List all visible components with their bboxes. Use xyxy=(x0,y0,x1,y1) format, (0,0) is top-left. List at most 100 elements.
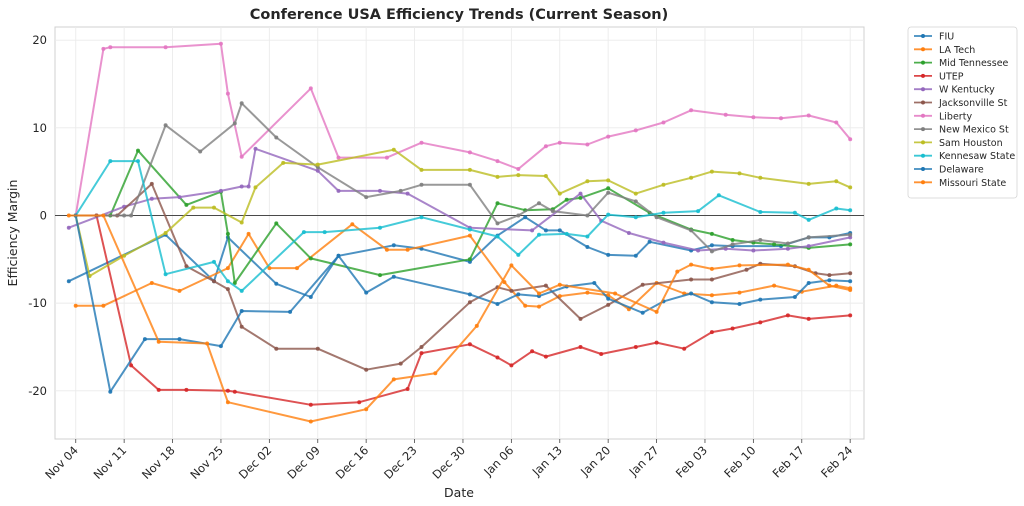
data-point xyxy=(163,123,168,128)
data-point xyxy=(308,86,313,91)
data-point xyxy=(225,91,230,96)
data-point xyxy=(378,273,382,278)
data-point xyxy=(467,233,472,238)
series-kennesaw-state xyxy=(73,159,853,293)
data-point xyxy=(495,355,500,360)
plot-area xyxy=(54,26,865,440)
data-point xyxy=(578,195,583,200)
data-point xyxy=(218,344,223,349)
data-point xyxy=(301,230,306,235)
data-point xyxy=(405,247,410,252)
data-point xyxy=(364,290,369,295)
data-point xyxy=(675,269,680,274)
data-point xyxy=(785,262,790,267)
data-point xyxy=(516,167,521,171)
data-point xyxy=(543,144,548,149)
data-point xyxy=(848,288,853,292)
data-point xyxy=(364,195,369,200)
series-utep xyxy=(73,213,853,407)
y-tick-label: -20 xyxy=(28,384,47,398)
data-point xyxy=(391,377,396,382)
data-point xyxy=(467,300,472,305)
data-point xyxy=(253,185,258,190)
data-point xyxy=(585,245,590,249)
data-point xyxy=(806,235,811,240)
data-point xyxy=(274,221,279,226)
data-point xyxy=(633,191,638,196)
legend-marker xyxy=(921,47,925,52)
data-point xyxy=(633,215,638,220)
data-point xyxy=(163,272,168,277)
data-point xyxy=(530,349,535,354)
data-point xyxy=(246,231,251,236)
x-tick-label: Nov 11 xyxy=(91,443,130,482)
legend-item-sam-houston: Sam Houston xyxy=(914,138,1003,149)
data-point xyxy=(696,248,701,253)
legend-marker xyxy=(921,100,925,105)
data-point xyxy=(239,220,244,225)
data-point xyxy=(405,191,410,196)
data-point xyxy=(530,228,535,233)
data-point xyxy=(378,225,382,230)
legend-label: Liberty xyxy=(939,111,972,122)
data-point xyxy=(108,389,113,394)
x-tick-label: Dec 16 xyxy=(333,443,372,482)
data-point xyxy=(606,186,611,191)
data-point xyxy=(391,274,396,279)
data-point xyxy=(557,282,562,287)
data-point xyxy=(585,213,590,218)
data-point xyxy=(384,155,389,160)
data-point xyxy=(225,266,230,271)
x-tick-label: Nov 04 xyxy=(42,443,81,482)
data-point xyxy=(239,154,244,159)
legend-marker xyxy=(921,153,925,158)
data-point xyxy=(578,316,583,321)
data-point xyxy=(806,217,811,222)
series-missouri-state xyxy=(66,213,853,424)
legend-item-kennesaw-state: Kennesaw State xyxy=(914,151,1015,162)
legend-label: LA Tech xyxy=(939,45,975,56)
data-point xyxy=(122,213,127,218)
data-point xyxy=(509,288,514,293)
data-point xyxy=(647,239,652,244)
data-point xyxy=(467,182,472,187)
data-point xyxy=(543,228,548,233)
x-tick-label: Dec 23 xyxy=(381,443,420,482)
data-point xyxy=(848,279,853,284)
data-point xyxy=(177,288,182,293)
data-point xyxy=(523,303,528,308)
data-point xyxy=(606,296,611,301)
data-point xyxy=(378,188,382,193)
data-point xyxy=(73,303,78,308)
data-point xyxy=(163,231,168,235)
data-point xyxy=(419,167,424,172)
data-point xyxy=(101,303,106,308)
data-point xyxy=(149,196,154,201)
legend-label: Jacksonville St xyxy=(938,98,1008,109)
data-point xyxy=(730,326,735,331)
data-point xyxy=(723,112,728,117)
data-point xyxy=(315,168,320,173)
data-point xyxy=(564,197,569,202)
data-point xyxy=(758,210,763,214)
data-point xyxy=(806,181,811,186)
legend-label: Missouri State xyxy=(939,178,1006,189)
legend-marker xyxy=(921,34,925,38)
x-tick-label: Dec 02 xyxy=(236,443,275,482)
data-point xyxy=(606,178,611,183)
data-point xyxy=(613,291,618,296)
data-point xyxy=(495,234,500,239)
data-point xyxy=(758,175,763,180)
data-point xyxy=(633,345,638,349)
data-point xyxy=(509,363,514,368)
data-point xyxy=(626,231,631,235)
data-point xyxy=(156,339,161,344)
data-point xyxy=(246,184,251,189)
x-tick-label: Jan 27 xyxy=(626,443,662,479)
data-point xyxy=(523,215,528,220)
data-point xyxy=(239,324,244,329)
data-point xyxy=(654,340,659,345)
legend-label: New Mexico St xyxy=(939,125,1009,136)
x-tick-label: Jan 06 xyxy=(480,443,516,479)
legend-label: Delaware xyxy=(939,165,984,176)
